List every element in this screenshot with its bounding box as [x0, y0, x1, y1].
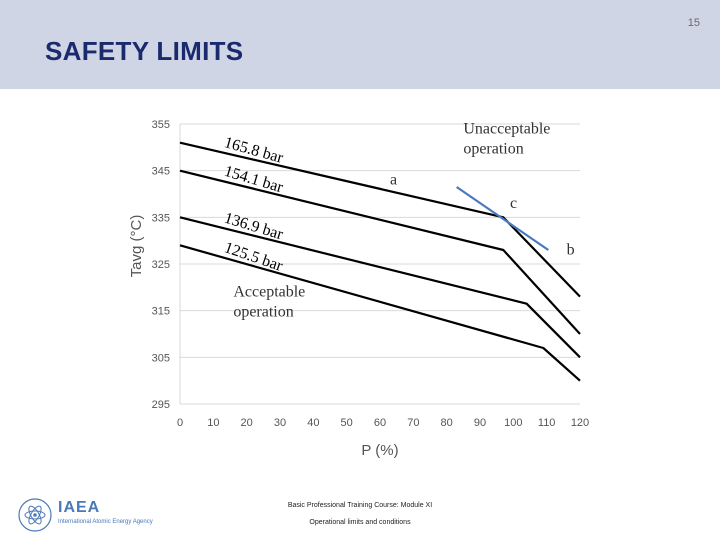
series-label: 136.9 bar — [222, 210, 285, 244]
x-tick-label: 20 — [241, 417, 253, 429]
x-tick-label: 0 — [177, 417, 183, 429]
x-tick-label: 100 — [504, 417, 522, 429]
y-tick-label: 295 — [152, 399, 170, 411]
y-tick-label: 335 — [152, 212, 170, 224]
series-line — [179, 141, 581, 298]
atom-emblem-icon — [18, 498, 52, 532]
footer-topic: Operational limits and conditions — [309, 519, 411, 526]
page-number: 15 — [687, 17, 700, 29]
x-tick-label: 90 — [474, 417, 486, 429]
slide-title: SAFETY LIMITS — [45, 36, 244, 66]
region-annotation: Unacceptable operation — [463, 120, 550, 157]
series-label: 165.8 bar — [222, 134, 285, 167]
x-axis-label: P (%) — [361, 442, 398, 459]
x-tick-label: 10 — [207, 417, 219, 429]
series-label: 125.5 bar — [222, 239, 285, 275]
footer-course: Basic Professional Training Course: Modu… — [287, 502, 433, 509]
x-tick-label: 60 — [374, 417, 386, 429]
series-line — [179, 244, 581, 382]
y-tick-label: 355 — [152, 119, 170, 131]
header-band — [0, 0, 720, 89]
boundary-line-c — [456, 186, 549, 251]
x-tick-label: 30 — [274, 417, 286, 429]
x-tick-label: 120 — [571, 417, 589, 429]
iaea-logo: IAEA International Atomic Energy Agency — [16, 496, 166, 532]
series-label: 154.1 bar — [222, 163, 285, 197]
x-tick-label: 110 — [538, 417, 556, 429]
x-tick-label: 80 — [441, 417, 453, 429]
line-letter-annotation: b — [567, 242, 575, 259]
logo-text: IAEA — [58, 499, 101, 516]
region-annotation: Acceptable operation — [233, 284, 305, 321]
y-tick-label: 345 — [152, 166, 170, 178]
y-tick-label: 315 — [152, 306, 170, 318]
x-tick-label: 50 — [341, 417, 353, 429]
x-tick-label: 70 — [407, 417, 419, 429]
series-line — [179, 169, 581, 335]
y-axis-label: Tavg (°C) — [128, 215, 145, 278]
logo-subtitle: International Atomic Energy Agency — [58, 519, 153, 525]
line-letter-annotation: c — [510, 195, 517, 212]
x-tick-label: 40 — [307, 417, 319, 429]
y-tick-label: 325 — [152, 259, 170, 271]
y-tick-label: 305 — [152, 352, 170, 364]
safety-limits-chart: 295 305 315 325 335 345 355 0 10 20 30 40 50 60 70 80 90… — [128, 119, 589, 459]
series-line — [179, 216, 581, 359]
line-letter-annotation: a — [390, 172, 397, 189]
